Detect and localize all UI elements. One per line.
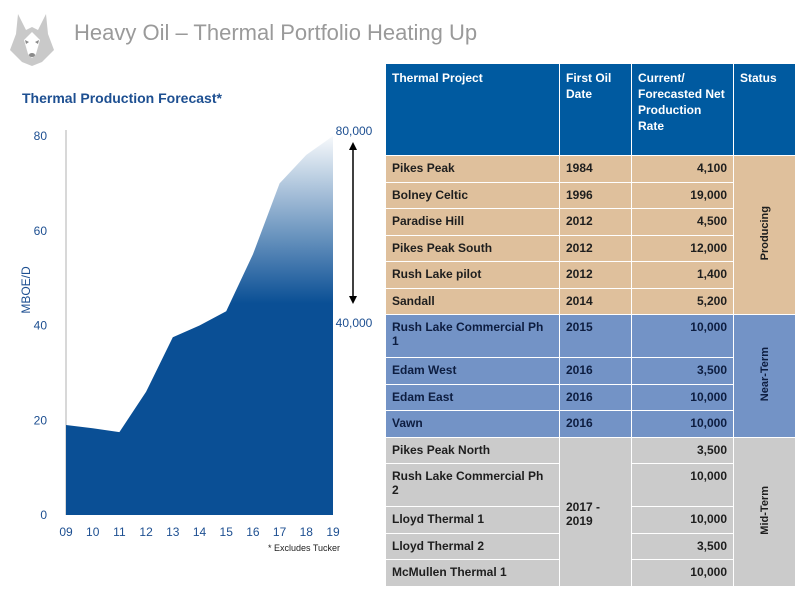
x-tick-label: 17	[273, 525, 287, 539]
first-oil-date-cell: 1996	[559, 181, 632, 209]
page-title: Heavy Oil – Thermal Portfolio Heating Up	[74, 20, 478, 45]
production-rate-cell: 10,000	[631, 410, 734, 438]
header-production-rate: Current/ Forecasted Net Production Rate	[631, 63, 734, 156]
production-rate-cell: 10,000	[631, 383, 734, 411]
table-row: Rush Lake Commercial Ph 2 10,000	[385, 463, 796, 507]
table-row: Pikes Peak North 2017 - 2019 3,500 Mid-Term	[385, 436, 796, 587]
annotation-upper-label: 80,000	[336, 124, 373, 138]
table-row: McMullen Thermal 1 10,000	[385, 559, 796, 587]
first-oil-date-cell: 2015	[559, 314, 632, 358]
project-name-cell: Bolney Celtic	[385, 181, 560, 209]
table-row: Pikes Peak 1984 4,100 Producing	[385, 155, 796, 315]
production-rate-cell: 4,100	[631, 155, 734, 183]
y-tick-label: 40	[34, 319, 48, 333]
production-rate-cell: 10,000	[631, 506, 734, 534]
production-rate-cell: 1,400	[631, 261, 734, 289]
x-tick-label: 13	[166, 525, 180, 539]
production-rate-cell: 12,000	[631, 234, 734, 262]
header-thermal-project: Thermal Project	[385, 63, 560, 156]
first-oil-date-cell: 2017 - 2019	[559, 436, 632, 587]
project-name-cell: Paradise Hill	[385, 208, 560, 236]
project-name-cell: Pikes Peak North	[385, 436, 560, 464]
status-cell: Producing	[733, 155, 796, 315]
status-label: Mid-Term	[758, 485, 771, 535]
table-row: Paradise Hill 2012 4,500	[385, 208, 796, 236]
table-row: Rush Lake Commercial Ph 1 2015 10,000 Near-…	[385, 314, 796, 438]
y-axis-label: MBOE/D	[19, 266, 33, 314]
x-tick-label: 14	[193, 525, 207, 539]
project-name-cell: Rush Lake Commercial Ph 2	[385, 463, 560, 507]
header-status: Status	[733, 63, 796, 156]
production-rate-cell: 5,200	[631, 287, 734, 315]
project-name-cell: Lloyd Thermal 1	[385, 506, 560, 534]
first-oil-date-cell: 2016	[559, 383, 632, 411]
first-oil-date-cell: 2016	[559, 410, 632, 438]
x-tick-label: 10	[86, 525, 100, 539]
y-tick-label: 0	[40, 508, 47, 522]
table-row: Bolney Celtic 1996 19,000	[385, 181, 796, 209]
production-rate-cell: 10,000	[631, 463, 734, 507]
table-row: Pikes Peak South 2012 12,000	[385, 234, 796, 262]
first-oil-date-cell: 2012	[559, 208, 632, 236]
project-name-cell: Rush Lake Commercial Ph 1	[385, 314, 560, 358]
project-name-cell: Vawn	[385, 410, 560, 438]
first-oil-date-cell: 2016	[559, 357, 632, 385]
x-tick-label: 12	[139, 525, 153, 539]
production-rate-cell: 3,500	[631, 436, 734, 464]
annotation-lower-label: 40,000	[336, 316, 373, 330]
project-name-cell: Lloyd Thermal 2	[385, 532, 560, 560]
chart-footnote: * Excludes Tucker	[268, 543, 341, 553]
table-row: Edam West 2016 3,500	[385, 357, 796, 385]
status-cell: Mid-Term	[733, 436, 796, 587]
table-header-row: Thermal Project First Oil Date Current/ …	[385, 63, 796, 156]
table-row: Sandall 2014 5,200	[385, 287, 796, 315]
production-rate-cell: 10,000	[631, 559, 734, 587]
y-tick-label: 80	[34, 129, 48, 143]
production-area	[66, 136, 333, 515]
project-name-cell: Edam East	[385, 383, 560, 411]
production-rate-cell: 10,000	[631, 314, 734, 358]
x-tick-label: 09	[59, 525, 73, 539]
project-name-cell: Sandall	[385, 287, 560, 315]
production-rate-cell: 3,500	[631, 357, 734, 385]
y-tick-label: 60	[34, 224, 48, 238]
thermal-projects-table: Thermal Project First Oil Date Current/ …	[385, 63, 796, 587]
x-tick-label: 19	[326, 525, 340, 539]
table-row: Edam East 2016 10,000	[385, 383, 796, 411]
x-tick-label: 16	[246, 525, 260, 539]
x-tick-label: 18	[300, 525, 314, 539]
project-name-cell: McMullen Thermal 1	[385, 559, 560, 587]
first-oil-date-cell: 2012	[559, 234, 632, 262]
project-name-cell: Pikes Peak South	[385, 234, 560, 262]
production-rate-cell: 3,500	[631, 532, 734, 560]
husky-dog-head-icon	[10, 14, 54, 66]
first-oil-date-cell: 1984	[559, 155, 632, 183]
chart-title: Thermal Production Forecast*	[22, 90, 222, 106]
header-first-oil-date: First Oil Date	[559, 63, 632, 156]
table-row: Rush Lake pilot 2012 1,400	[385, 261, 796, 289]
status-label: Producing	[758, 206, 771, 261]
project-name-cell: Pikes Peak	[385, 155, 560, 183]
x-tick-label: 11	[113, 525, 126, 539]
status-label: Near-Term	[758, 347, 771, 402]
project-name-cell: Edam West	[385, 357, 560, 385]
status-cell: Near-Term	[733, 314, 796, 438]
project-name-cell: Rush Lake pilot	[385, 261, 560, 289]
production-rate-cell: 4,500	[631, 208, 734, 236]
table-row: Lloyd Thermal 2 3,500	[385, 532, 796, 560]
y-tick-label: 20	[34, 413, 48, 427]
first-oil-date-cell: 2014	[559, 287, 632, 315]
x-tick-label: 15	[220, 525, 234, 539]
first-oil-date-cell: 2012	[559, 261, 632, 289]
production-rate-cell: 19,000	[631, 181, 734, 209]
